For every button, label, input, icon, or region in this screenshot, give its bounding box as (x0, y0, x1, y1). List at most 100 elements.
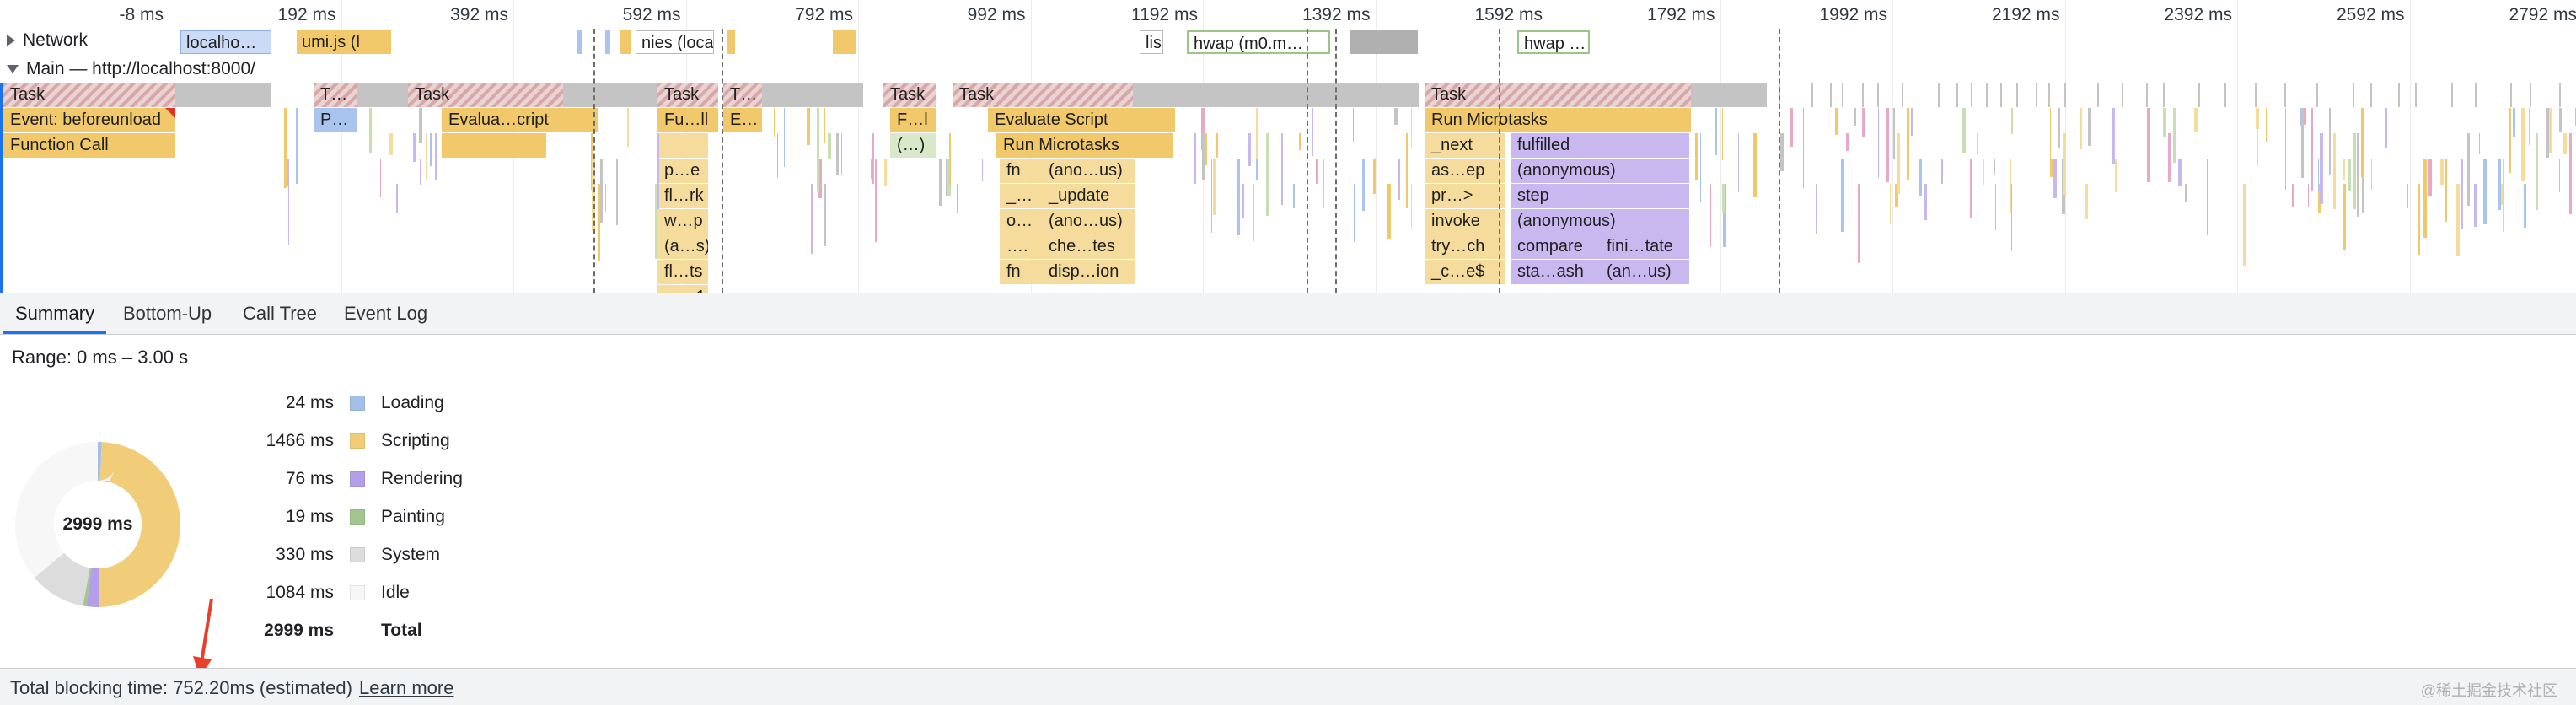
main-thread-flame-chart[interactable]: Task T… Task Task T… Task Task Task Even… (0, 83, 2576, 293)
flame-next[interactable]: _next (1425, 133, 1505, 158)
tab-call-tree[interactable]: Call Tree (243, 303, 318, 324)
flame-sliver (2418, 184, 2420, 255)
flame-finish-state[interactable]: fini…tate (1600, 234, 1689, 259)
flame-sliver (413, 133, 416, 162)
flame-function-call[interactable]: Fu…ll (657, 108, 718, 132)
flame-event-beforeunload[interactable]: Event: beforeunload (3, 108, 175, 132)
main-track-header[interactable]: Main — http://localhost:8000/ (0, 57, 2576, 83)
flame-task[interactable]: T… (314, 83, 357, 107)
flame-block[interactable]: fl…ts (657, 260, 708, 284)
flame-check-updates[interactable]: che…tes (1042, 234, 1135, 259)
ruler-tick-label: 1792 ms (1646, 5, 1715, 24)
flame-parse[interactable]: P… (314, 108, 357, 132)
flame-task[interactable]: Task (953, 83, 1133, 107)
flame-task-idle[interactable] (1691, 83, 1767, 107)
flame-block[interactable]: …. (1000, 234, 1042, 259)
ruler-tick-label: 1392 ms (1301, 5, 1371, 24)
collapse-triangle-icon[interactable] (7, 65, 19, 74)
network-request[interactable]: lis (1140, 30, 1163, 54)
expand-triangle-icon[interactable] (7, 35, 15, 47)
flame-task[interactable]: T… (723, 83, 762, 107)
flame-sliver (627, 108, 629, 147)
flame-block[interactable] (657, 133, 708, 158)
flame-block[interactable]: (a…s) (657, 234, 708, 259)
flame-block[interactable]: o… (1000, 209, 1042, 234)
flame-block[interactable]: ru…1 (657, 285, 708, 293)
network-track-header[interactable]: Network (7, 30, 88, 51)
flame-sliver (1715, 108, 1717, 156)
network-request-sliver[interactable] (620, 30, 631, 54)
tab-summary[interactable]: Summary (3, 293, 107, 334)
network-request-sliver[interactable] (727, 30, 735, 54)
legend-label: Loading (381, 393, 444, 412)
flame-invoke[interactable]: invoke (1425, 209, 1505, 234)
flame-stash[interactable]: sta…ash (1511, 260, 1600, 284)
flame-callee[interactable]: _c…e$ (1425, 260, 1505, 284)
flame-task[interactable]: Task (408, 83, 563, 107)
network-request[interactable]: hwap (m0.m… (1187, 30, 1330, 54)
flame-dispatch-action[interactable]: disp…ion (1042, 260, 1135, 284)
performance-timeline[interactable]: -8 ms 192 ms 392 ms 592 ms 792 ms 992 ms 1192 … (0, 0, 2576, 293)
flame-block[interactable]: w…p (657, 209, 708, 234)
network-request-sliver[interactable] (833, 30, 856, 54)
flame-fulfilled[interactable]: fulfilled (1511, 133, 1689, 158)
flame-anonymous[interactable]: (an…us) (1600, 260, 1689, 284)
flame-try-catch[interactable]: try…ch (1425, 234, 1505, 259)
flame-anonymous[interactable]: (anonymous) (1511, 209, 1689, 234)
flame-update[interactable]: _update (1042, 184, 1135, 208)
flame-task-idle[interactable] (563, 83, 657, 107)
flame-fn[interactable]: fn (1000, 159, 1042, 183)
flame-function-call[interactable]: F…l (890, 108, 936, 132)
network-request[interactable]: nies (loca (636, 30, 714, 54)
network-request[interactable]: hwap … (1517, 30, 1590, 54)
flame-function-call[interactable]: Function Call (3, 133, 175, 158)
flame-fn[interactable]: fn (1000, 260, 1042, 284)
network-request[interactable]: localho… (180, 30, 271, 54)
ruler-tick-label: 192 ms (277, 5, 336, 24)
learn-more-link[interactable]: Learn more (358, 677, 454, 698)
tab-bottom-up[interactable]: Bottom-Up (123, 303, 212, 324)
flame-task-idle[interactable] (175, 83, 271, 107)
flame-promise[interactable]: pr…> (1425, 184, 1505, 208)
ruler-tick-label: 2392 ms (2164, 5, 2232, 24)
flame-step[interactable]: step (1511, 184, 1689, 208)
flame-anonymous[interactable]: (ano…us) (1042, 209, 1135, 234)
network-request-sliver[interactable] (577, 30, 582, 54)
flame-task[interactable]: Task (3, 83, 175, 107)
flame-anonymous[interactable]: (anonymous) (1511, 159, 1689, 183)
flame-task[interactable]: Task (1425, 83, 1691, 107)
tab-event-log[interactable]: Event Log (344, 303, 428, 324)
flame-anonymous[interactable]: (…) (890, 133, 936, 158)
flame-task-idle[interactable] (357, 83, 408, 107)
flame-sliver (1938, 83, 1940, 107)
flame-block[interactable]: _… (1000, 184, 1042, 208)
flame-sliver (1700, 133, 1701, 202)
flame-task-idle[interactable] (1133, 83, 1419, 107)
flame-evaluate-script[interactable]: Evaluate Script (988, 108, 1175, 132)
flame-run-microtasks[interactable]: Run Microtasks (996, 133, 1173, 158)
flame-task-idle[interactable] (762, 83, 863, 107)
flame-compare[interactable]: compare (1511, 234, 1600, 259)
flame-block[interactable]: fl…rk (657, 184, 708, 208)
flame-sliver (1753, 133, 1757, 198)
flame-task[interactable]: Task (657, 83, 718, 107)
flame-sliver (2284, 83, 2286, 107)
flame-block[interactable]: p…e (657, 159, 708, 183)
flame-sliver (784, 108, 785, 167)
legend-total-value: 2999 ms (264, 621, 334, 640)
flame-sliver (2304, 108, 2306, 126)
flame-evaluate[interactable]: E… (723, 108, 762, 132)
network-request[interactable]: umi.js (l (297, 30, 391, 54)
flame-task[interactable]: Task (883, 83, 936, 107)
flame-anonymous[interactable]: (ano…us) (1042, 159, 1135, 183)
flame-evaluate-script[interactable]: Evalua…cript (442, 108, 598, 132)
flame-sliver (2080, 108, 2082, 149)
flame-run-microtasks[interactable]: Run Microtasks (1425, 108, 1691, 132)
network-request-sliver[interactable] (605, 30, 610, 54)
network-track[interactable]: Network localho… umi.js (l nies (loca li… (0, 29, 2576, 57)
network-request-sliver[interactable] (1350, 30, 1418, 54)
flame-sliver (1256, 108, 1258, 160)
flame-sliver (1293, 184, 1295, 208)
flame-async-step[interactable]: as…ep (1425, 159, 1505, 183)
flame-block[interactable] (442, 133, 546, 158)
